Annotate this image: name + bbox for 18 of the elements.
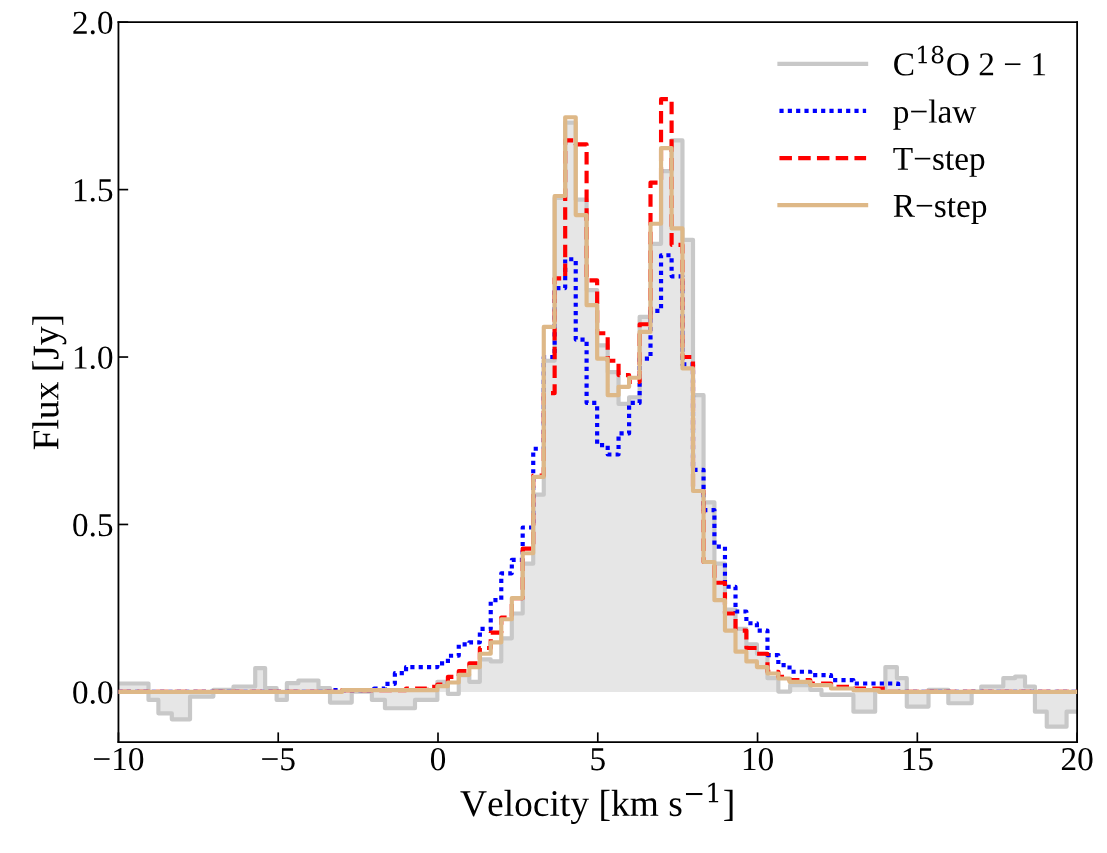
x-tick-label: 20 [1061, 747, 1093, 771]
x-tick-label: −10 [94, 747, 144, 771]
x-tick-label: 0 [430, 747, 446, 771]
y-tick-label: 2.0 [73, 11, 113, 35]
y-axis-title: Flux [Jy] [32, 316, 67, 450]
y-tick-label: 0.5 [73, 513, 113, 537]
y-tick-label: 0.0 [73, 681, 113, 704]
legend-label: p−law [893, 99, 977, 130]
x-axis-title: Velocity [km s$^{−1}$] [460, 782, 733, 824]
legend-label: R−step [893, 194, 987, 224]
y-tick-label: 1.0 [74, 346, 113, 370]
legend-label: T−step [893, 147, 985, 177]
x-tick-label: 10 [743, 747, 773, 771]
y-tick-label: 1.5 [74, 179, 113, 202]
x-tick-label: 15 [903, 748, 933, 771]
x-tick-label: −5 [262, 748, 295, 771]
x-tick-label: 5 [591, 748, 605, 771]
legend-label: C$^{18}$O 2 − 1 [894, 45, 1046, 76]
